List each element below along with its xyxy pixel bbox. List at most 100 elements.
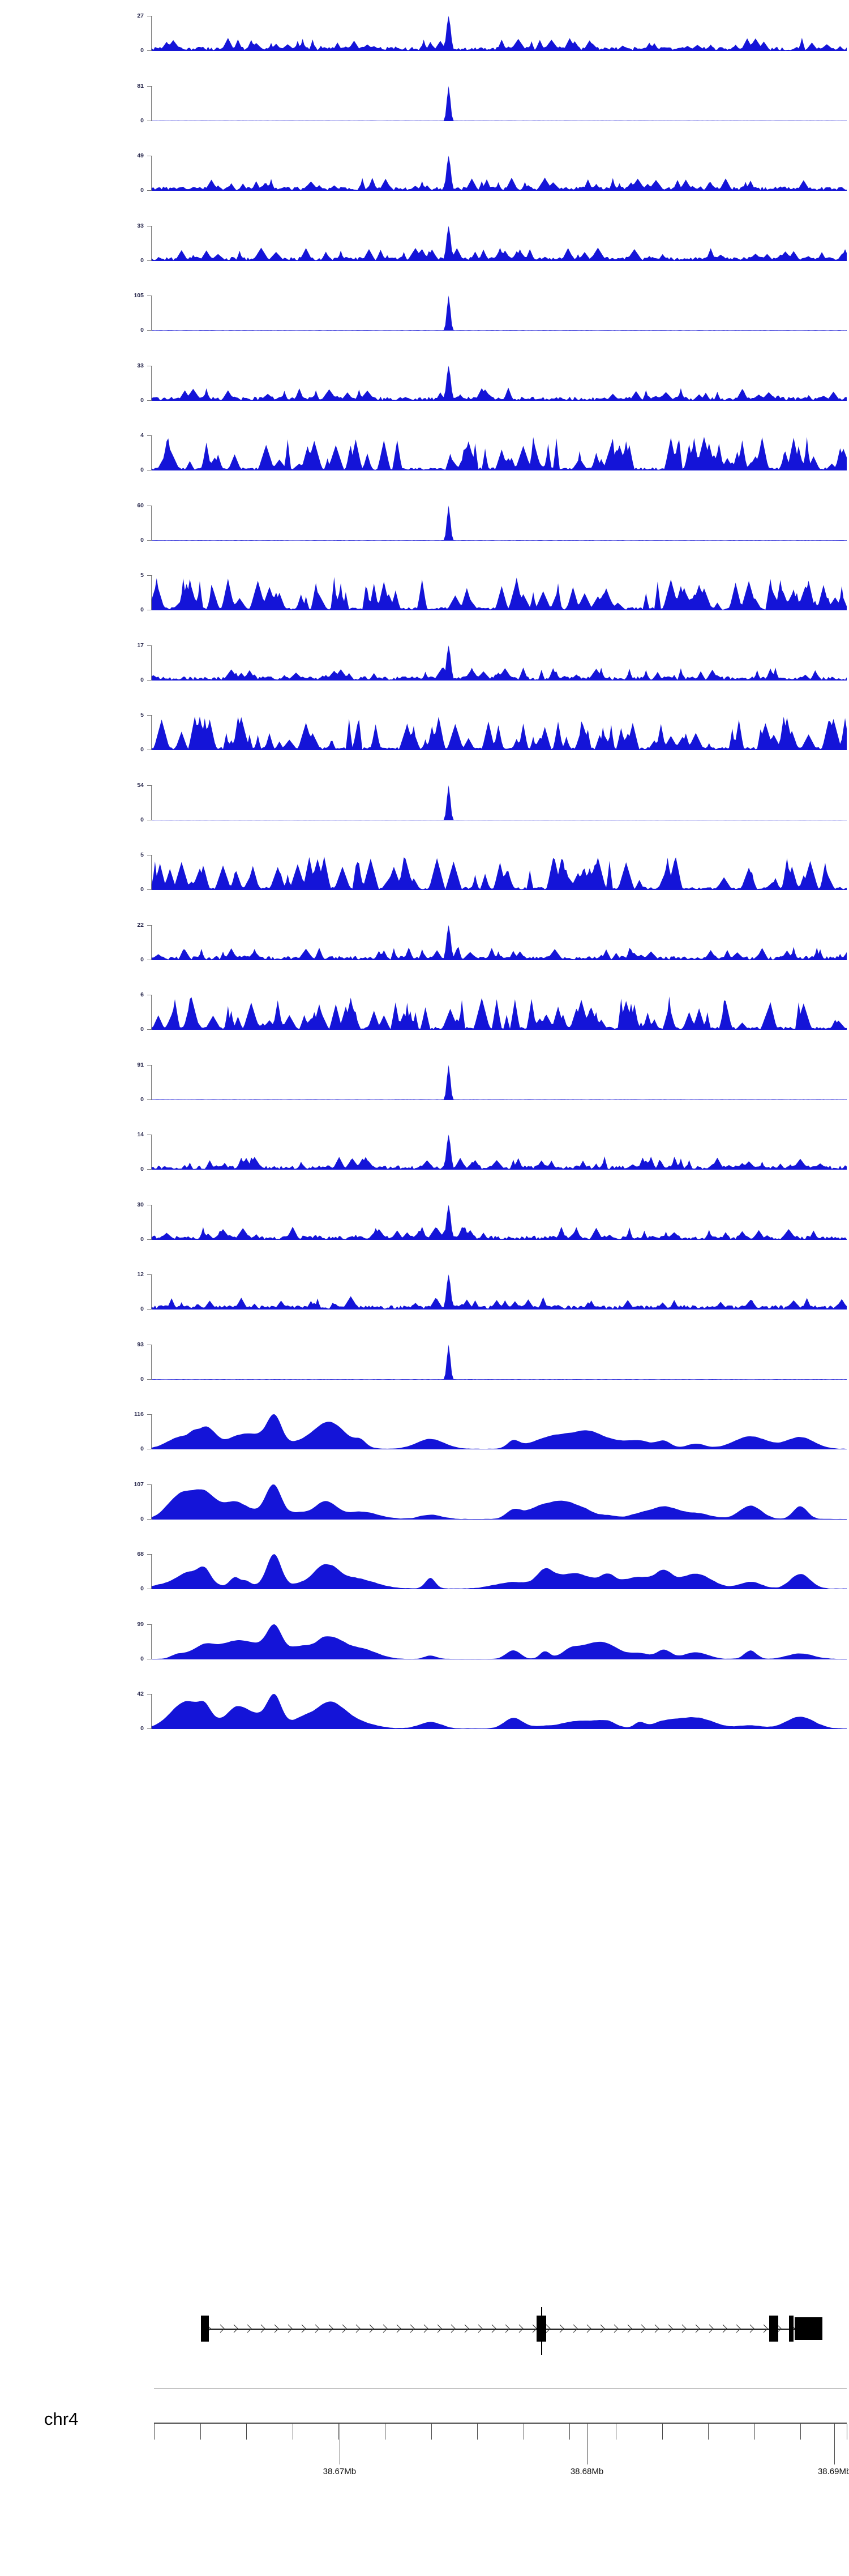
y-axis-line: [151, 1135, 152, 1170]
track-row[interactable]: 14 0: [0, 1132, 849, 1205]
track-data-plot[interactable]: [152, 296, 847, 331]
y-axis-tick-min: [147, 540, 152, 541]
track-row[interactable]: 22 0: [0, 921, 849, 995]
gene-intron-line: [201, 2329, 823, 2330]
track-data-plot[interactable]: [152, 1694, 847, 1729]
track-data-plot[interactable]: [152, 1274, 847, 1310]
track-data-plot[interactable]: [152, 1204, 847, 1240]
y-axis-line: [151, 1484, 152, 1520]
track-row[interactable]: 105 0: [0, 293, 849, 366]
y-axis-max-value: 22: [137, 921, 144, 928]
y-axis-tick-max: [147, 1064, 152, 1066]
track-row[interactable]: 99 0: [0, 1621, 849, 1694]
track-baseline: [152, 1239, 847, 1240]
track-data-plot[interactable]: [152, 505, 847, 541]
track-data-plot[interactable]: [152, 85, 847, 121]
track-data-plot[interactable]: [152, 1344, 847, 1380]
strand-arrow-group: [201, 2322, 822, 2335]
track-row[interactable]: 54 0: [0, 782, 849, 855]
gene-exon[interactable]: [201, 2316, 209, 2342]
ruler-minor-tick: [338, 2424, 340, 2440]
y-axis-min-value: 0: [140, 47, 144, 54]
track-data-plot[interactable]: [152, 645, 847, 681]
y-axis-line: [151, 16, 152, 51]
y-axis-tick-max: [147, 1554, 152, 1555]
track-data-plot[interactable]: [152, 715, 847, 750]
gene-exon[interactable]: [769, 2316, 778, 2342]
y-axis-max-value: 5: [140, 712, 144, 718]
y-axis-min-value: 0: [140, 676, 144, 683]
y-axis-max-value: 12: [137, 1271, 144, 1278]
y-axis-min-value: 0: [140, 117, 144, 124]
track-data-plot[interactable]: [152, 16, 847, 51]
ruler-minor-tick: [477, 2424, 478, 2440]
y-axis-min-value: 0: [140, 1725, 144, 1732]
track-y-axis: 99 0: [137, 1621, 152, 1662]
y-axis-min-value: 0: [140, 1096, 144, 1103]
y-axis-max-value: 14: [137, 1131, 144, 1138]
gene-exon[interactable]: [789, 2316, 794, 2342]
track-data-plot[interactable]: [152, 855, 847, 890]
track-data-plot[interactable]: [152, 156, 847, 191]
y-axis-tick-min: [147, 50, 152, 51]
ruler-minor-tick: [708, 2424, 709, 2440]
y-axis-min-value: 0: [140, 1375, 144, 1383]
y-axis-line: [151, 435, 152, 470]
track-data-plot[interactable]: [152, 925, 847, 960]
track-row[interactable]: 91 0: [0, 1062, 849, 1135]
y-axis-min-value: 0: [140, 1235, 144, 1243]
track-row[interactable]: 33 0: [0, 222, 849, 296]
track-row[interactable]: 42 0: [0, 1691, 849, 1764]
track-row[interactable]: 30 0: [0, 1201, 849, 1275]
track-row[interactable]: 27 0: [0, 12, 849, 86]
track-data-plot[interactable]: [152, 995, 847, 1030]
track-data-plot[interactable]: [152, 1554, 847, 1589]
track-data-plot[interactable]: [152, 365, 847, 401]
chromosome-label: chr4: [44, 2409, 79, 2429]
track-data-plot[interactable]: [152, 1484, 847, 1520]
track-row[interactable]: 60 0: [0, 502, 849, 576]
y-axis-min-value: 0: [140, 536, 144, 544]
ruler-minor-tick: [246, 2424, 247, 2440]
track-row[interactable]: 81 0: [0, 83, 849, 156]
track-row[interactable]: 33 0: [0, 362, 849, 436]
track-baseline: [152, 679, 847, 681]
track-row[interactable]: 49 0: [0, 153, 849, 226]
y-axis-max-value: 5: [140, 572, 144, 579]
track-row[interactable]: 12 0: [0, 1271, 849, 1345]
track-data-plot[interactable]: [152, 1135, 847, 1170]
track-row[interactable]: 116 0: [0, 1411, 849, 1484]
y-axis-max-value: 60: [137, 502, 144, 509]
track-data-plot[interactable]: [152, 435, 847, 470]
y-axis-line: [151, 1204, 152, 1240]
gene-model-track[interactable]: [0, 2262, 849, 2355]
track-y-axis: 14 0: [137, 1132, 152, 1172]
y-axis-tick-max: [147, 715, 152, 716]
y-axis-max-value: 99: [137, 1620, 144, 1628]
track-data-plot[interactable]: [152, 1624, 847, 1659]
track-row[interactable]: 17 0: [0, 642, 849, 716]
y-axis-tick-min: [147, 330, 152, 331]
y-axis-max-value: 27: [137, 12, 144, 19]
ruler-major-tick: [834, 2424, 835, 2464]
track-row[interactable]: 68 0: [0, 1551, 849, 1624]
y-axis-max-value: 91: [137, 1061, 144, 1068]
y-axis-max-value: 33: [137, 362, 144, 369]
track-y-axis: 91 0: [137, 1062, 152, 1102]
y-axis-tick-max: [147, 785, 152, 786]
track-data-plot[interactable]: [152, 1064, 847, 1100]
track-data-plot[interactable]: [152, 1414, 847, 1449]
track-baseline: [152, 889, 847, 890]
track-row[interactable]: 107 0: [0, 1481, 849, 1555]
track-data-plot[interactable]: [152, 225, 847, 261]
track-baseline: [152, 330, 847, 331]
track-data-plot[interactable]: [152, 785, 847, 820]
track-data-plot[interactable]: [152, 575, 847, 610]
gene-exon[interactable]: [795, 2317, 823, 2340]
track-row[interactable]: 93 0: [0, 1341, 849, 1415]
